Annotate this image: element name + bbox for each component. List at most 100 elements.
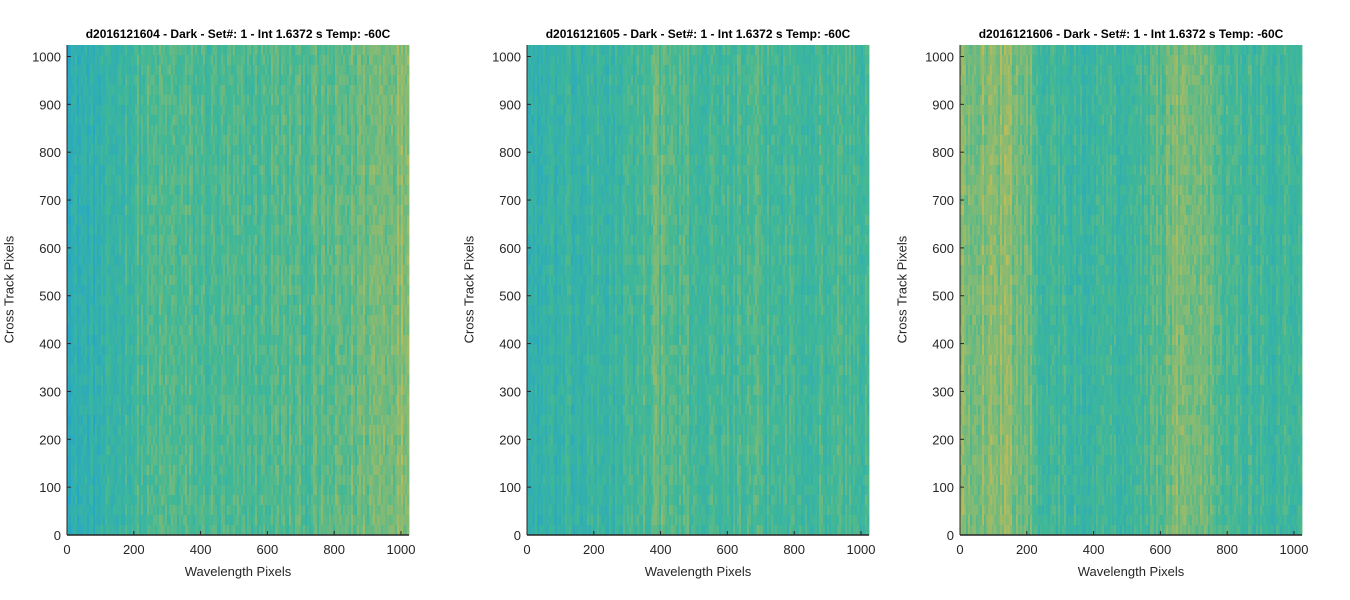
heatmap-cell (129, 285, 132, 296)
heatmap-cell (67, 235, 70, 246)
heatmap-cell (115, 445, 118, 456)
heatmap-cell (79, 125, 82, 136)
heatmap-cell (69, 205, 72, 216)
heatmap-cell (127, 285, 130, 296)
heatmap-cell (117, 105, 120, 116)
heatmap-cell (115, 145, 118, 156)
heatmap-cell (135, 385, 138, 396)
heatmap-cell (75, 355, 78, 366)
heatmap-cell (129, 465, 132, 476)
heatmap-cell (77, 75, 80, 86)
heatmap-cell (97, 355, 100, 366)
heatmap-cell (93, 75, 96, 86)
heatmap-cell (125, 275, 128, 286)
heatmap-cell (83, 475, 86, 486)
heatmap-cell (111, 395, 114, 406)
heatmap-cell (105, 395, 108, 406)
heatmap-cell (101, 225, 104, 236)
heatmap-cell (129, 205, 132, 216)
heatmap-cell (77, 85, 80, 96)
heatmap-cell (115, 245, 118, 256)
heatmap-cell (107, 435, 110, 446)
heatmap-cell (75, 285, 78, 296)
heatmap-cell (125, 135, 128, 146)
heatmap-cell (135, 465, 138, 476)
heatmap-cell (95, 365, 98, 376)
heatmap-cell (95, 295, 98, 306)
heatmap-cell (107, 105, 110, 116)
heatmap-cell (115, 85, 118, 96)
heatmap-cell (89, 475, 92, 486)
heatmap-cell (79, 375, 82, 386)
heatmap-cell (93, 175, 96, 186)
heatmap-cell (79, 485, 82, 496)
heatmap-cell (129, 365, 132, 376)
heatmap-cell (97, 255, 100, 266)
heatmap-cell (85, 335, 88, 346)
heatmap-cell (71, 65, 74, 76)
heatmap-cell (117, 175, 120, 186)
heatmap-cell (67, 425, 70, 436)
heatmap-cell (81, 265, 84, 276)
heatmap-cell (119, 215, 122, 226)
heatmap-cell (133, 465, 136, 476)
heatmap-cell (105, 95, 108, 106)
heatmap-cell (123, 525, 126, 536)
heatmap-cell (119, 345, 122, 356)
heatmap-cell (117, 205, 120, 216)
heatmap-cell (75, 365, 78, 376)
heatmap-cell (93, 295, 96, 306)
heatmap-cell (119, 305, 122, 316)
heatmap-cell (93, 305, 96, 316)
heatmap-cell (71, 385, 74, 396)
heatmap-cell (121, 465, 124, 476)
heatmap-cell (75, 205, 78, 216)
heatmap-cell (111, 375, 114, 386)
heatmap-cell (103, 45, 106, 56)
heatmap-cell (77, 295, 80, 306)
heatmap-cell (67, 105, 70, 116)
heatmap-cell (85, 95, 88, 106)
heatmap-cell (127, 505, 130, 516)
heatmap-cell (71, 245, 74, 256)
heatmap-cell (75, 45, 78, 56)
heatmap-cell (67, 485, 70, 496)
heatmap-cell (105, 355, 108, 366)
heatmap-cell (99, 485, 102, 496)
heatmap-cell (91, 115, 94, 126)
heatmap-cell (87, 325, 90, 336)
heatmap-cell (125, 345, 128, 356)
heatmap-cell (133, 345, 136, 356)
heatmap-cell (73, 505, 76, 516)
heatmap-cell (91, 425, 94, 436)
heatmap-cell (119, 165, 122, 176)
heatmap-cell (95, 255, 98, 266)
heatmap-cell (121, 315, 124, 326)
heatmap-cell (111, 475, 114, 486)
heatmap-cell (81, 255, 84, 266)
heatmap-cell (93, 225, 96, 236)
heatmap-cell (107, 195, 110, 206)
heatmap-cell (85, 145, 88, 156)
heatmap-cell (79, 245, 82, 256)
heatmap-cell (129, 395, 132, 406)
heatmap-cell (119, 395, 122, 406)
heatmap-cell (111, 245, 114, 256)
heatmap-cell (111, 315, 114, 326)
heatmap-cell (119, 355, 122, 366)
heatmap-cell (123, 355, 126, 366)
heatmap-cell (119, 385, 122, 396)
heatmap-cell (83, 345, 86, 356)
heatmap-cell (105, 155, 108, 166)
heatmap-cell (81, 315, 84, 326)
heatmap-cell (133, 85, 136, 96)
heatmap-cell (97, 295, 100, 306)
heatmap-cell (69, 115, 72, 126)
heatmap-cell (71, 455, 74, 466)
heatmap-cell (113, 515, 116, 526)
heatmap-cell (103, 425, 106, 436)
heatmap-cell (99, 55, 102, 66)
heatmap-cell (123, 275, 126, 286)
heatmap-cell (115, 285, 118, 296)
heatmap-cell (111, 175, 114, 186)
